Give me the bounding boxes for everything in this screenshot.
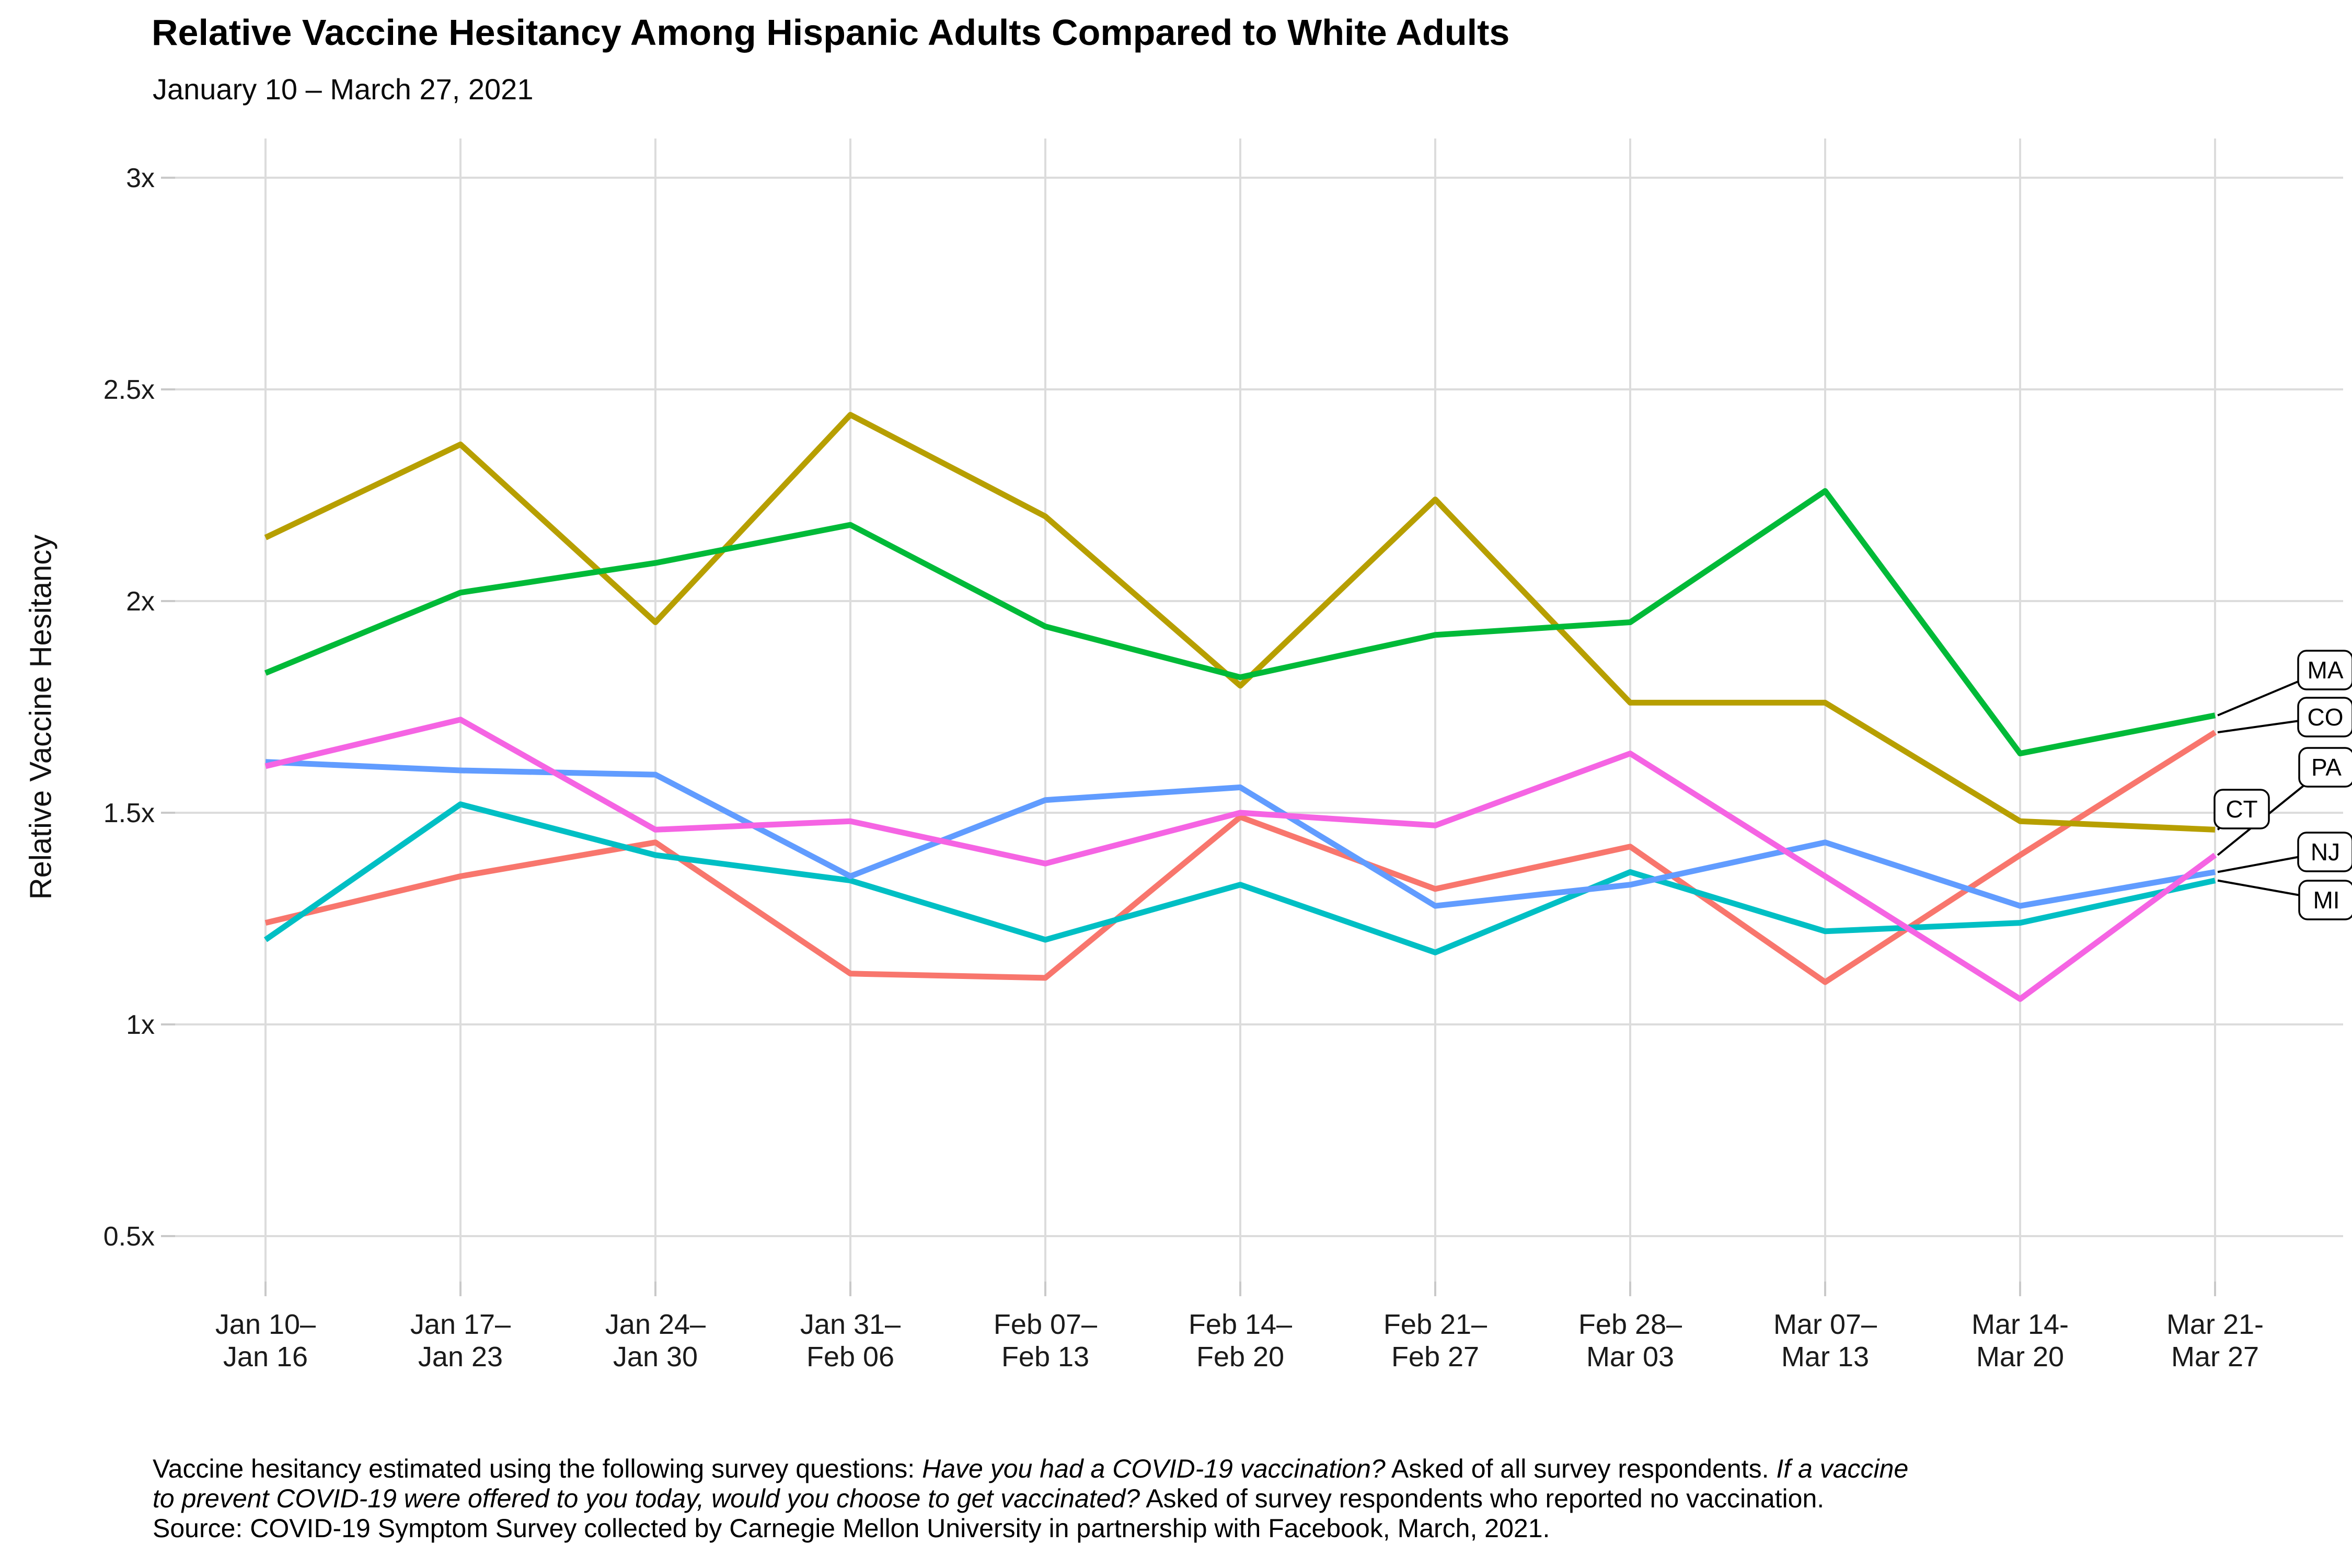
series-label-box-CO (2297, 697, 2352, 737)
series-line-CO (264, 730, 2217, 985)
y-tick-label-2x: 2x (126, 586, 155, 617)
series-label-box-MI (2298, 880, 2352, 920)
x-tick-label-week-5: Feb 07– Feb 13 (994, 1309, 1097, 1373)
y-tick-label-1x: 1x (126, 1010, 155, 1040)
caption-question-2-end: to prevent COVID-19 were offered to you … (153, 1484, 1140, 1513)
x-tick-label-week-10: Mar 14-Mar 20 (1971, 1309, 2069, 1373)
series-label-PA: PA (2311, 754, 2342, 781)
series-label-box-CT (2213, 789, 2270, 829)
x-tick-label-week-3: Jan 24– Jan 30 (605, 1309, 706, 1373)
series-label-NJ: NJ (2311, 838, 2340, 866)
y-tick-label-1.5x: 1.5x (103, 798, 155, 828)
y-tick-label-2.5x: 2.5x (103, 375, 155, 405)
y-tick-label-3x: 3x (126, 163, 155, 193)
series-label-CO: CO (2308, 704, 2344, 731)
series-line-MA (264, 488, 2216, 757)
y-tick-label-0.5x: 0.5x (103, 1221, 155, 1252)
series-label-CT: CT (2226, 795, 2257, 823)
caption-line-2: to prevent COVID-19 were offered to you … (153, 1484, 2296, 1514)
series-line-MI (263, 801, 2216, 955)
series-label-MI: MI (2313, 886, 2339, 914)
x-tick-label-week-9: Mar 07– Mar 13 (1773, 1309, 1877, 1373)
x-tick-label-week-2: Jan 17– Jan 23 (410, 1309, 511, 1373)
caption-line-1: Vaccine hesitancy estimated using the fo… (153, 1454, 2296, 1484)
caption-text: Asked of all survey respondents. (1385, 1454, 1777, 1483)
series-label-box-NJ (2297, 832, 2352, 872)
x-tick-label-week-6: Feb 14– Feb 20 (1189, 1309, 1292, 1373)
caption-question-2-start: If a vaccine (1776, 1454, 1909, 1483)
caption-line-3: Source: COVID-19 Symptom Survey collecte… (153, 1514, 2296, 1543)
series-line-CT (264, 412, 2216, 833)
x-tick-label-week-8: Feb 28– Mar 03 (1578, 1309, 1682, 1373)
caption-source: Source: COVID-19 Symptom Survey collecte… (153, 1514, 1550, 1543)
x-tick-label-week-4: Jan 31– Feb 06 (800, 1309, 901, 1373)
x-tick-label-week-7: Feb 21– Feb 27 (1383, 1309, 1487, 1373)
caption-text: Vaccine hesitancy estimated using the fo… (153, 1454, 923, 1483)
series-line-NJ (265, 759, 2216, 909)
caption-question-1: Have you had a COVID-19 vaccination? (922, 1454, 1386, 1483)
chart-title: Relative Vaccine Hesitancy Among Hispani… (152, 12, 1510, 53)
x-tick-label-week-11: Mar 21-Mar 27 (2166, 1309, 2264, 1373)
series-line-PA (264, 717, 2217, 1002)
chart-subtitle: January 10 – March 27, 2021 (153, 73, 534, 106)
series-label-box-MA (2297, 650, 2352, 690)
series-label-box-PA (2298, 747, 2352, 788)
caption: Vaccine hesitancy estimated using the fo… (153, 1454, 2296, 1543)
series-label-MA: MA (2308, 656, 2344, 684)
x-tick-label-week-1: Jan 10– Jan 16 (215, 1309, 316, 1373)
caption-text: Asked of survey respondents who reported… (1140, 1484, 1825, 1513)
